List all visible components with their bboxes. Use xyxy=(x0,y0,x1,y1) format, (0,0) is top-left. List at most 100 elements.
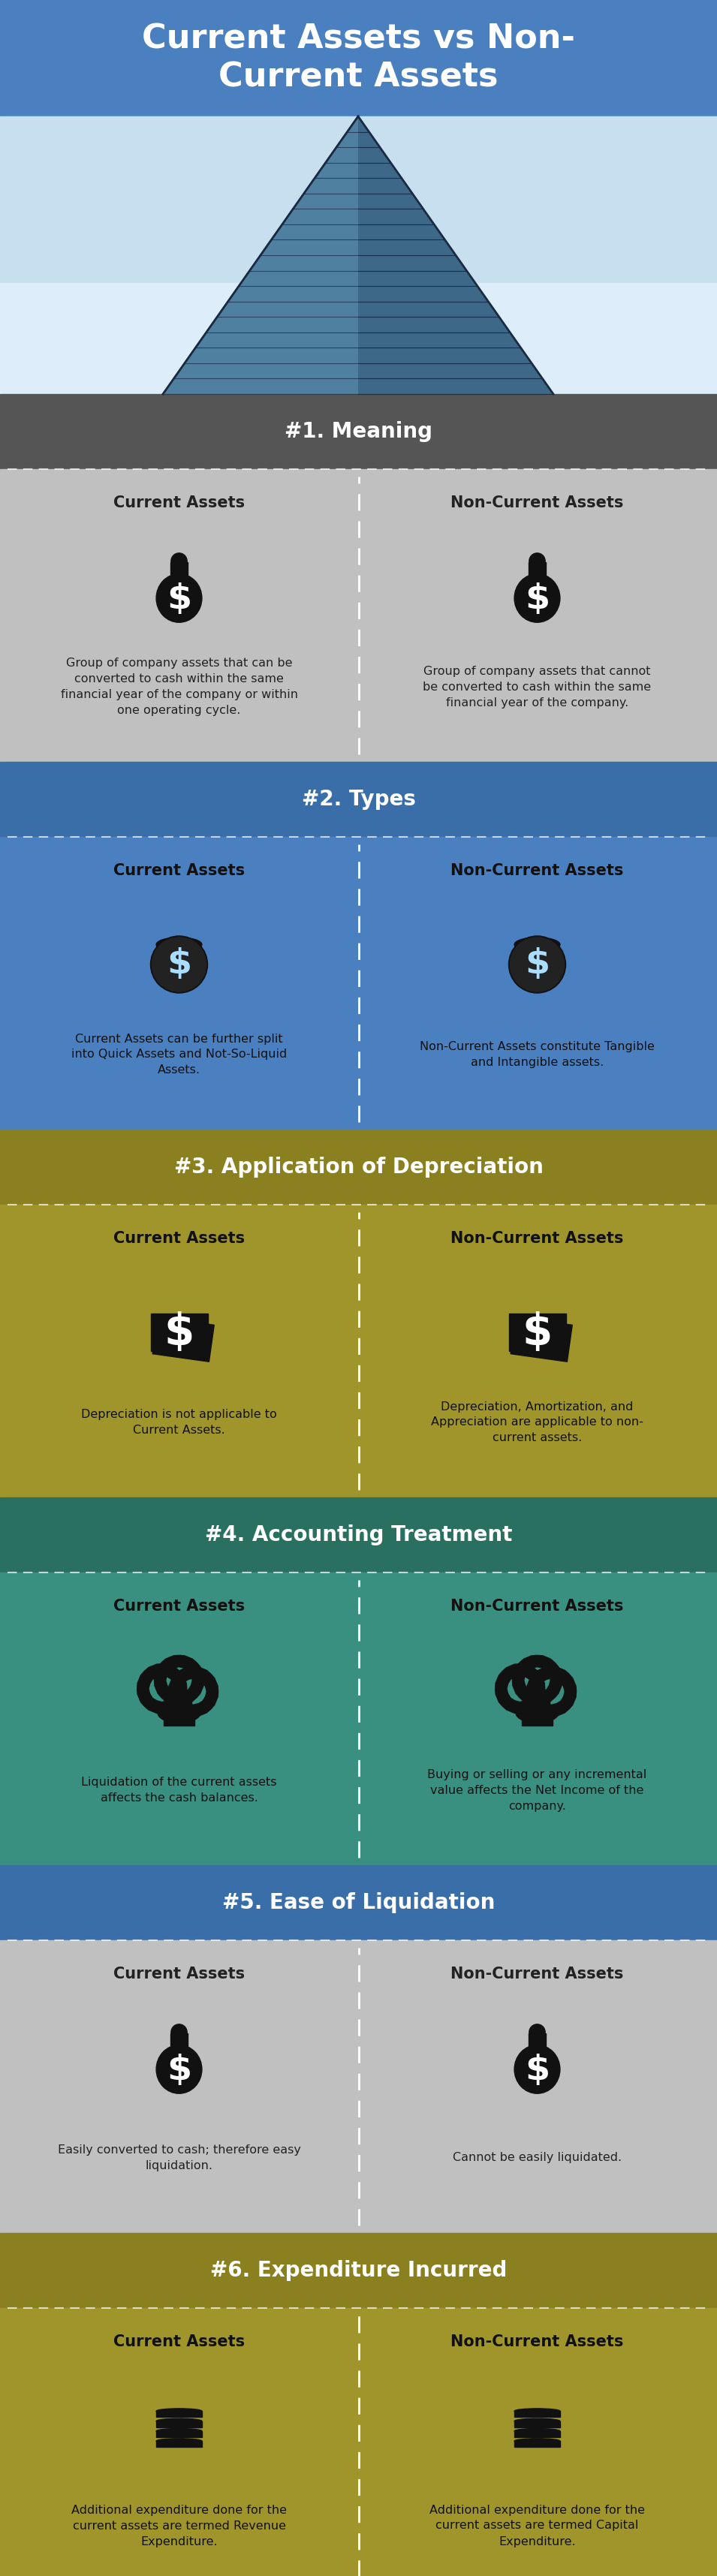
Text: Depreciation is not applicable to
Current Assets.: Depreciation is not applicable to Curren… xyxy=(81,1409,277,1435)
Ellipse shape xyxy=(156,2419,202,2424)
Text: Non-Current Assets: Non-Current Assets xyxy=(451,1600,624,1613)
Bar xyxy=(156,2411,202,2416)
Text: Current Assets vs Non-
Current Assets: Current Assets vs Non- Current Assets xyxy=(142,23,575,93)
Ellipse shape xyxy=(156,961,202,976)
Bar xyxy=(0,1865,717,1940)
Bar xyxy=(521,1710,553,1726)
Text: #4. Accounting Treatment: #4. Accounting Treatment xyxy=(205,1525,512,1546)
Ellipse shape xyxy=(514,2439,560,2445)
Circle shape xyxy=(510,938,564,992)
Bar xyxy=(0,762,717,837)
Text: $: $ xyxy=(166,2053,191,2087)
Text: #6. Expenditure Incurred: #6. Expenditure Incurred xyxy=(210,2259,507,2280)
Text: Current Assets: Current Assets xyxy=(113,1600,244,1613)
Bar xyxy=(0,116,717,394)
Bar xyxy=(514,2421,560,2427)
Text: $: $ xyxy=(525,582,550,616)
Bar xyxy=(514,2411,560,2416)
Text: Non-Current Assets: Non-Current Assets xyxy=(451,2334,624,2349)
Text: $: $ xyxy=(166,948,191,981)
Text: Current Assets can be further split
into Quick Assets and Not-So-Liquid
Assets.: Current Assets can be further split into… xyxy=(71,1033,287,1077)
Bar xyxy=(523,1692,529,1705)
Ellipse shape xyxy=(156,2045,202,2094)
Bar xyxy=(171,2032,188,2045)
Text: $: $ xyxy=(525,2053,550,2087)
Circle shape xyxy=(171,554,187,569)
Bar xyxy=(164,1692,171,1705)
Bar xyxy=(0,394,717,469)
Bar xyxy=(528,562,546,574)
Ellipse shape xyxy=(516,1703,559,1723)
Text: #1. Meaning: #1. Meaning xyxy=(285,420,432,443)
Bar xyxy=(156,2442,202,2447)
Bar xyxy=(0,2308,717,2576)
Circle shape xyxy=(151,935,208,992)
Text: Current Assets: Current Assets xyxy=(113,863,244,878)
Text: Buying or selling or any incremental
value affects the Net Income of the
company: Buying or selling or any incremental val… xyxy=(427,1770,647,1811)
Ellipse shape xyxy=(514,938,560,951)
Bar xyxy=(163,1710,195,1726)
Ellipse shape xyxy=(514,2045,560,2094)
Text: $: $ xyxy=(164,1311,194,1352)
Bar xyxy=(543,1692,550,1705)
Text: Depreciation, Amortization, and
Appreciation are applicable to non-
current asse: Depreciation, Amortization, and Apprecia… xyxy=(431,1401,643,1443)
Bar xyxy=(0,2233,717,2308)
Ellipse shape xyxy=(514,961,560,976)
Bar xyxy=(536,1692,543,1705)
Text: Current Assets: Current Assets xyxy=(113,495,244,510)
Bar xyxy=(514,2432,560,2437)
Text: $: $ xyxy=(525,948,550,981)
Ellipse shape xyxy=(156,574,202,623)
Bar xyxy=(0,1571,717,1865)
Circle shape xyxy=(529,554,545,569)
Ellipse shape xyxy=(514,2429,560,2434)
Text: Current Assets: Current Assets xyxy=(113,2334,244,2349)
Bar xyxy=(185,1692,191,1705)
Text: Liquidation of the current assets
affects the cash balances.: Liquidation of the current assets affect… xyxy=(81,1777,277,1803)
Bar xyxy=(511,1316,572,1363)
Polygon shape xyxy=(163,116,358,394)
Text: #5. Ease of Liquidation: #5. Ease of Liquidation xyxy=(222,1893,495,1914)
Text: Additional expenditure done for the
current assets are termed Capital
Expenditur: Additional expenditure done for the curr… xyxy=(429,2504,645,2548)
Text: Non-Current Assets constitute Tangible
and Intangible assets.: Non-Current Assets constitute Tangible a… xyxy=(419,1041,655,1069)
Ellipse shape xyxy=(514,2409,560,2414)
Text: Non-Current Assets: Non-Current Assets xyxy=(451,1231,624,1247)
Text: Non-Current Assets: Non-Current Assets xyxy=(451,1965,624,1981)
Bar xyxy=(0,1497,717,1571)
Bar xyxy=(156,2421,202,2427)
Circle shape xyxy=(508,935,566,992)
Bar xyxy=(529,1692,536,1705)
Ellipse shape xyxy=(514,574,560,623)
Ellipse shape xyxy=(156,2409,202,2414)
Text: Group of company assets that cannot
be converted to cash within the same
financi: Group of company assets that cannot be c… xyxy=(423,665,651,708)
Text: Additional expenditure done for the
current assets are termed Revenue
Expenditur: Additional expenditure done for the curr… xyxy=(71,2504,287,2548)
Bar xyxy=(171,1692,178,1705)
Ellipse shape xyxy=(156,2429,202,2434)
Bar xyxy=(153,1316,214,1363)
Ellipse shape xyxy=(156,938,202,951)
Circle shape xyxy=(529,2025,545,2040)
Bar xyxy=(0,0,717,116)
Ellipse shape xyxy=(514,2419,560,2424)
Circle shape xyxy=(171,2025,187,2040)
Bar xyxy=(178,1692,185,1705)
Text: Non-Current Assets: Non-Current Assets xyxy=(451,863,624,878)
Polygon shape xyxy=(358,116,554,394)
Bar xyxy=(156,2432,202,2437)
Text: #3. Application of Depreciation: #3. Application of Depreciation xyxy=(174,1157,543,1177)
Bar xyxy=(0,1940,717,2233)
Ellipse shape xyxy=(156,2439,202,2445)
Text: Easily converted to cash; therefore easy
liquidation.: Easily converted to cash; therefore easy… xyxy=(57,2143,300,2172)
Bar xyxy=(0,837,717,1131)
Text: Cannot be easily liquidated.: Cannot be easily liquidated. xyxy=(452,2154,622,2164)
Text: $: $ xyxy=(166,582,191,616)
Bar xyxy=(508,1314,566,1350)
Bar xyxy=(0,1206,717,1497)
Text: Non-Current Assets: Non-Current Assets xyxy=(451,495,624,510)
Bar xyxy=(0,469,717,762)
Text: #2. Types: #2. Types xyxy=(301,788,416,809)
Circle shape xyxy=(152,938,206,992)
Text: Current Assets: Current Assets xyxy=(113,1231,244,1247)
Bar xyxy=(151,1314,208,1350)
Bar xyxy=(0,283,717,394)
